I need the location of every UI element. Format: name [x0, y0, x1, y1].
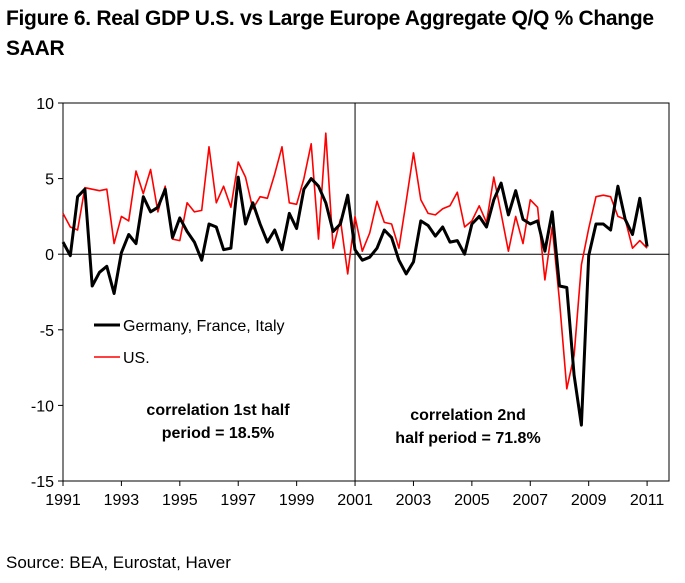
y-tick-label: 0 — [45, 247, 54, 264]
correlation-annotation-2-line-2: half period = 71.8% — [395, 430, 540, 447]
x-tick-label: 1999 — [279, 492, 315, 509]
legend-label-us: US. — [123, 350, 150, 367]
x-tick-label: 2009 — [571, 492, 607, 509]
x-tick-label: 2003 — [396, 492, 432, 509]
series-lines — [61, 132, 649, 427]
x-tick-label: 1995 — [162, 492, 198, 509]
x-tick-label: 2011 — [630, 492, 665, 509]
x-tick-label: 2007 — [512, 492, 548, 509]
chart-title-line-2: SAAR — [6, 37, 65, 60]
y-tick-label: -15 — [31, 474, 54, 491]
legend: Germany, France, Italy US. — [94, 318, 285, 367]
x-tick-label: 1993 — [104, 492, 140, 509]
y-tick-label: 5 — [45, 172, 54, 189]
x-tick-label: 2005 — [454, 492, 490, 509]
legend-label-germany-france-italy: Germany, France, Italy — [123, 318, 285, 335]
correlation-annotation-1-line-2: period = 18.5% — [162, 425, 275, 442]
y-tick-label: -5 — [40, 323, 54, 340]
chart-title: Figure 6. Real GDP U.S. vs Large Europe … — [6, 4, 676, 64]
correlation-annotation-1-line-1: correlation 1st half — [146, 402, 290, 419]
y-tick-label: -10 — [31, 398, 54, 415]
source-note: Source: BEA, Eurostat, Haver — [6, 553, 231, 572]
x-tick-label: 1997 — [220, 492, 256, 509]
chart-title-line-1: Figure 6. Real GDP U.S. vs Large Europe … — [6, 7, 654, 30]
x-tick-label: 2001 — [337, 492, 373, 509]
correlation-annotation-2-line-1: correlation 2nd — [410, 407, 526, 424]
annotations: correlation 1st half period = 18.5% correl… — [146, 402, 540, 447]
y-tick-label: 10 — [36, 96, 54, 113]
series-line-germany-france-italy — [61, 175, 649, 427]
x-tick-label: 1991 — [45, 492, 81, 509]
plot-frame — [62, 102, 670, 482]
